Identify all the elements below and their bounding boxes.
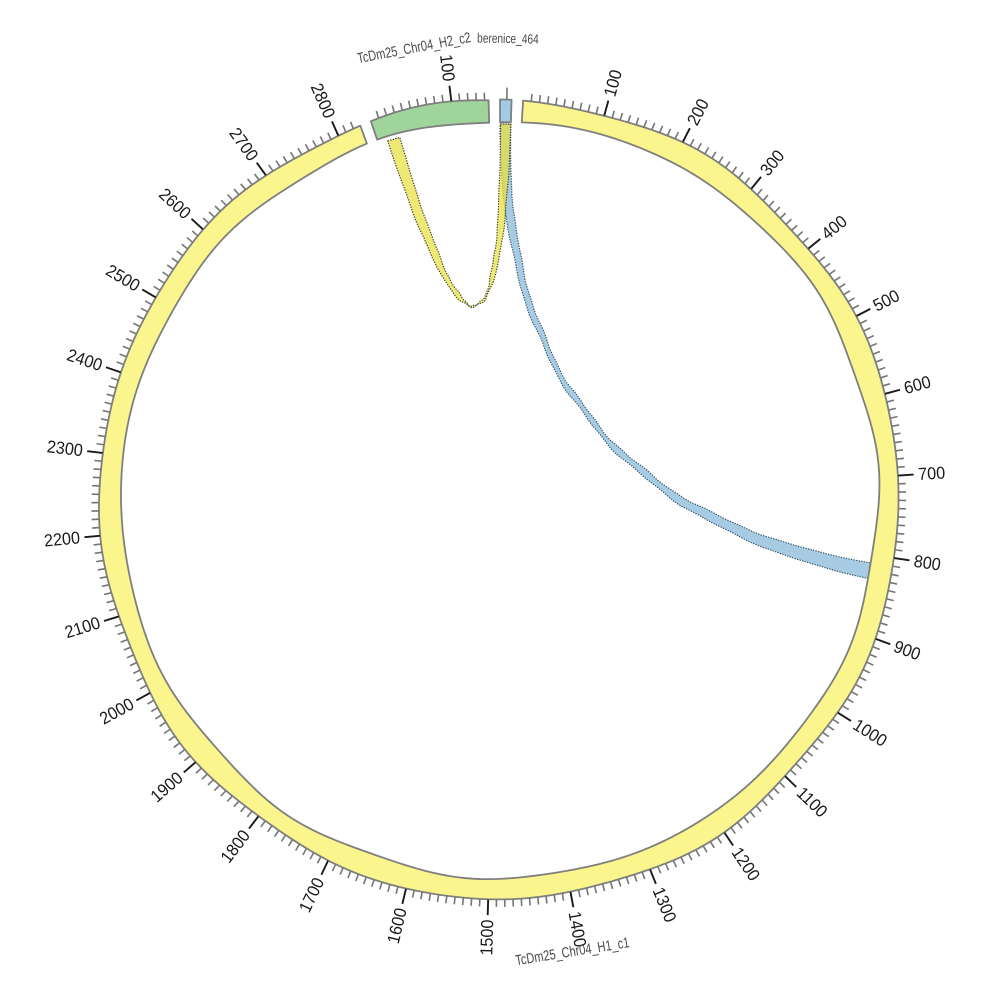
svg-text:700: 700 [918, 463, 946, 484]
svg-text:berenice_464: berenice_464 [477, 30, 539, 47]
svg-text:2300: 2300 [46, 437, 84, 461]
svg-text:100: 100 [436, 53, 459, 82]
svg-text:800: 800 [912, 551, 942, 574]
svg-text:1500: 1500 [477, 919, 498, 956]
svg-text:2200: 2200 [43, 528, 81, 551]
